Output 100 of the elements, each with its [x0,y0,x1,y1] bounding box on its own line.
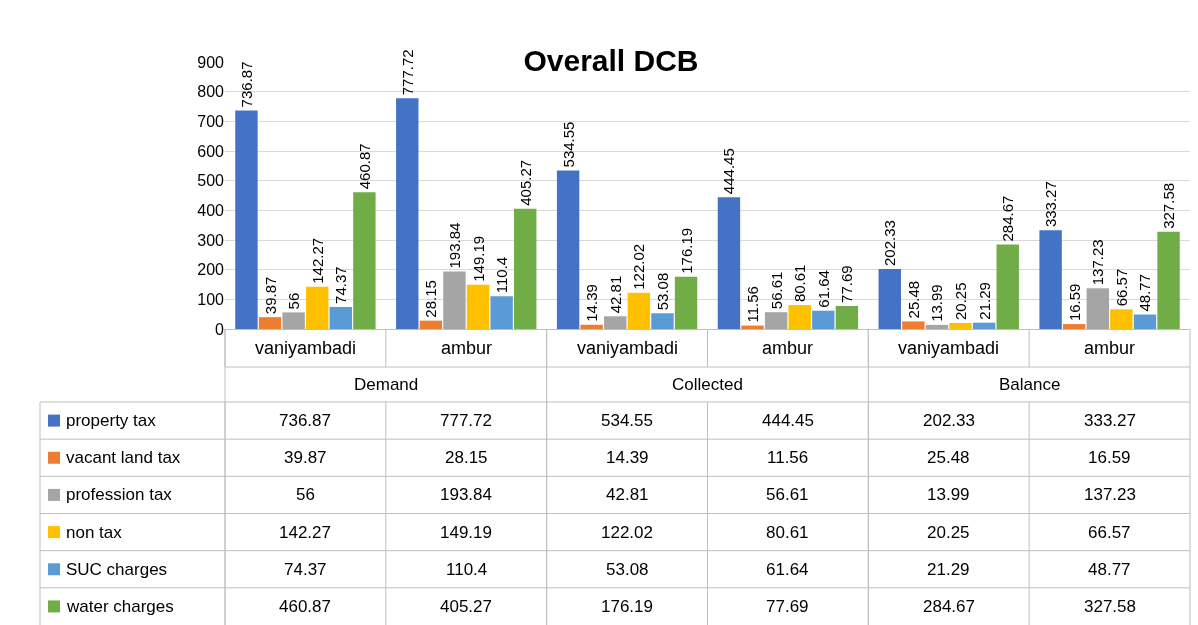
bar [949,322,972,329]
text: 66.57 [1112,268,1130,307]
bar [741,325,764,329]
y-tick-label: 500 [197,172,225,190]
data-label: 21.29 [927,560,970,579]
data-label: 327.58 [1084,597,1136,616]
legend-label: vacant land tax [66,448,181,467]
text: 327.58 [1160,182,1178,229]
data-label: 11.56 [767,448,809,467]
data-label: 56.61 [766,485,809,504]
bar [490,296,513,329]
data-label: 25.48 [927,448,970,467]
data-label: 61.64 [766,560,809,579]
text: 405.27 [516,159,534,206]
chart-title: Overall DCB [523,43,699,77]
text: 48.77 [1136,273,1154,312]
data-label: 13.99 [927,485,970,504]
data-label: 14.39 [606,448,649,467]
bar [258,317,282,329]
text: Collected [672,375,743,394]
data-label: 110.4 [446,560,488,579]
x-tick-label: ambur [1084,338,1136,358]
y-tick-label: 600 [197,142,225,160]
bar [466,284,490,329]
data-label: 28.15 [445,448,488,467]
y-tick-label: 900 [197,53,225,71]
text: 11.56 [744,286,762,323]
data-label: 444.45 [762,411,814,430]
y-tick-label: 300 [197,231,225,249]
y-tick-label: 100 [197,290,225,308]
data-label: 80.61 [766,523,809,542]
bar [514,208,537,329]
x-tick-label: vaniyambadi [255,338,357,358]
data-label: 48.77 [1088,560,1131,579]
bar [674,276,698,329]
bar [235,110,258,329]
bar [788,305,811,329]
text: 13.99 [928,284,946,322]
data-label: 77.69 [766,597,809,616]
text: 736.87 [237,61,255,108]
x-tick-label: vaniyambadi [577,338,679,358]
y-tick-label: 700 [197,112,225,130]
data-label: 56 [296,485,315,504]
legend-label: property tax [66,411,157,430]
data-label: 66.57 [1088,523,1131,542]
bar [925,324,949,329]
bar [1110,309,1133,329]
bar [972,322,996,329]
data-label: 460.87 [279,597,331,616]
data-label: 137.23 [1084,485,1136,504]
text: 284.67 [999,195,1017,242]
text: 202.33 [881,220,899,266]
text: 25.48 [904,280,922,319]
text: 56 [285,292,303,310]
bar [556,170,580,329]
data-label: 42.81 [606,485,649,504]
data-label: 202.33 [923,411,975,430]
data-label: 20.25 [927,523,970,542]
text: 333.27 [1042,181,1060,228]
bar [902,321,925,329]
text: 193.84 [445,222,463,269]
bar [306,286,329,329]
bar [1157,231,1180,329]
bar [717,197,741,329]
bar [329,306,352,329]
text: 14.39 [583,284,601,322]
text: 110.4 [493,256,511,294]
text: 56.61 [767,271,785,310]
x-tick-label: ambur [762,338,814,358]
text: Balance [999,375,1061,394]
x-tick-label: ambur [441,338,493,358]
legend-label: profession tax [66,485,173,504]
text: 176.19 [677,227,695,274]
data-label: 534.55 [601,411,653,430]
y-tick-label: 0 [215,320,225,338]
bar [443,271,466,329]
data-label: 333.27 [1084,411,1136,430]
text: 77.69 [838,265,856,303]
text: 122.02 [630,243,648,290]
text: 28.15 [422,280,440,318]
bar [812,310,835,329]
bar [764,312,788,329]
bar [651,313,674,329]
data-label: 736.87 [279,411,331,430]
bar [282,312,305,329]
text: 142.27 [308,237,326,284]
bar [996,244,1019,329]
text: 460.87 [355,143,373,190]
bar [419,320,443,329]
text: 16.59 [1065,283,1083,322]
text: 42.81 [606,275,624,314]
bar [1063,324,1086,329]
text: 53.08 [653,272,671,311]
text: 80.61 [791,264,809,303]
data-label: 149.19 [440,523,492,542]
data-label: 53.08 [606,560,649,579]
bar [878,268,901,329]
y-tick-label: 200 [197,261,225,279]
text: 137.23 [1089,239,1107,286]
data-label: 122.02 [601,523,653,542]
